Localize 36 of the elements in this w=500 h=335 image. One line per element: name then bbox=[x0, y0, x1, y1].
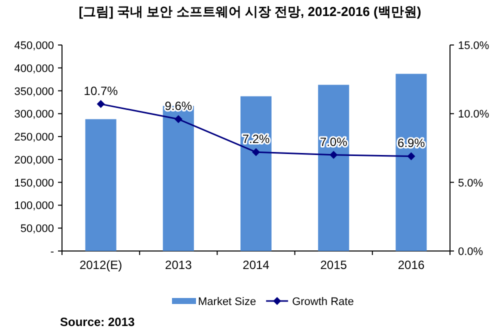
y-tick-label: 450,000 bbox=[14, 40, 54, 52]
point bbox=[96, 100, 105, 108]
data-label: 6.9% bbox=[398, 136, 426, 150]
y2-tick-label: 15.0% bbox=[458, 40, 490, 52]
bar bbox=[240, 96, 272, 251]
bar bbox=[85, 119, 116, 251]
data-label: 10.7% bbox=[84, 84, 118, 98]
y-tick-label: 300,000 bbox=[14, 108, 54, 121]
y-tick-label: - bbox=[50, 246, 54, 258]
chart-title: [그림] 국내 보안 소프트웨어 시장 전망, 2012-2016 (백만원) bbox=[78, 4, 422, 19]
legend-label: Growth Rate bbox=[292, 296, 354, 308]
x-tick-label: 2012(E) bbox=[79, 258, 122, 272]
y2-tick-label: 10.0% bbox=[458, 108, 490, 121]
y-tick-label: 150,000 bbox=[14, 177, 54, 190]
y2-tick-label: 5.0% bbox=[458, 177, 484, 190]
y-tick-label: 50,000 bbox=[20, 223, 54, 236]
x-tick-label: 2015 bbox=[320, 258, 348, 272]
x-tick-label: 2016 bbox=[398, 258, 425, 272]
y-tick-label: 400,000 bbox=[14, 62, 54, 75]
y-tick-label: 200,000 bbox=[14, 154, 54, 166]
point bbox=[330, 150, 338, 159]
point bbox=[252, 148, 260, 156]
data-label: 7.2% bbox=[242, 132, 270, 146]
legend-label: Market Size bbox=[198, 296, 256, 308]
source-note: Source: 2013 bbox=[60, 315, 136, 329]
x-tick-label: 2014 bbox=[242, 258, 270, 272]
point bbox=[407, 152, 416, 160]
point bbox=[174, 115, 182, 124]
y-tick-label: 250,000 bbox=[14, 132, 54, 144]
x-tick-label: 2013 bbox=[165, 258, 192, 272]
y-tick-label: 350,000 bbox=[14, 86, 54, 98]
data-label: 7.0% bbox=[320, 134, 348, 149]
bar bbox=[396, 74, 427, 251]
y2-tick-label: 0.0% bbox=[458, 246, 484, 258]
bar bbox=[318, 84, 350, 251]
y-tick-label: 100,000 bbox=[14, 200, 54, 212]
